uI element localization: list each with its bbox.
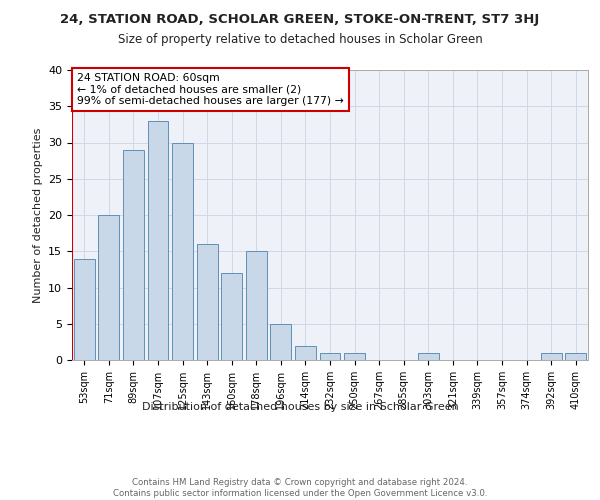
Text: 24, STATION ROAD, SCHOLAR GREEN, STOKE-ON-TRENT, ST7 3HJ: 24, STATION ROAD, SCHOLAR GREEN, STOKE-O… [61,12,539,26]
Bar [148,120,169,360]
Bar [344,353,365,360]
Bar [98,215,119,360]
Bar [197,244,218,360]
Bar [320,353,340,360]
Bar [271,324,292,360]
Bar [541,353,562,360]
Bar [418,353,439,360]
Bar [74,258,95,360]
Text: Contains HM Land Registry data © Crown copyright and database right 2024.
Contai: Contains HM Land Registry data © Crown c… [113,478,487,498]
Bar [565,353,586,360]
Text: Size of property relative to detached houses in Scholar Green: Size of property relative to detached ho… [118,32,482,46]
Bar [246,251,267,360]
Bar [221,273,242,360]
Text: Distribution of detached houses by size in Scholar Green: Distribution of detached houses by size … [142,402,458,412]
Bar [123,150,144,360]
Y-axis label: Number of detached properties: Number of detached properties [32,128,43,302]
Bar [172,142,193,360]
Text: 24 STATION ROAD: 60sqm
← 1% of detached houses are smaller (2)
99% of semi-detac: 24 STATION ROAD: 60sqm ← 1% of detached … [77,73,344,106]
Bar [295,346,316,360]
